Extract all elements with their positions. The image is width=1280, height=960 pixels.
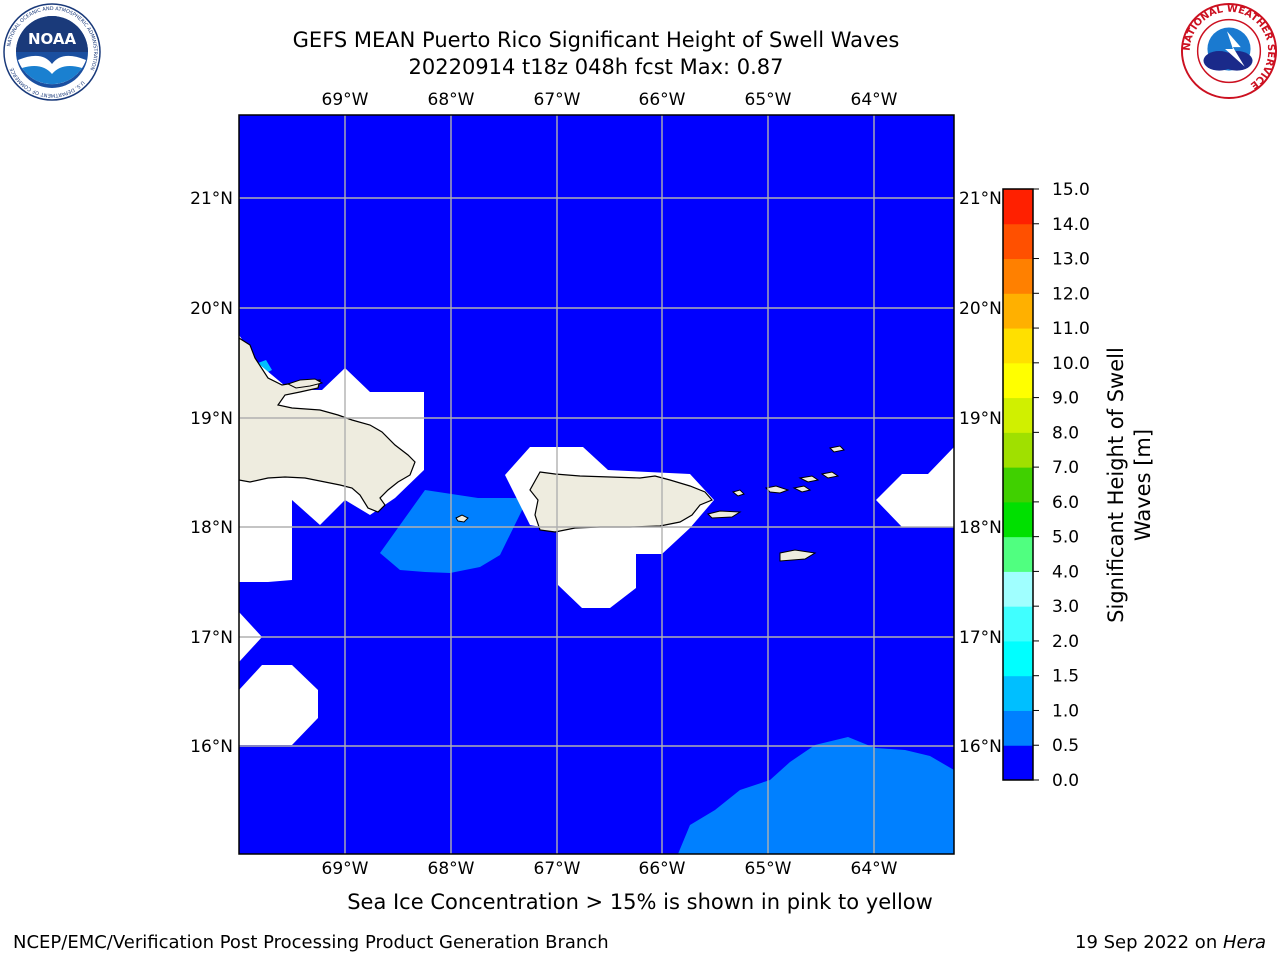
lon-label: 67°W — [534, 90, 581, 110]
lat-label: 18°N — [959, 518, 1002, 538]
colorbar-tick-label: 0.5 — [1052, 736, 1079, 756]
lat-label: 16°N — [190, 737, 233, 757]
colorbar-label-line2: Waves [m] — [1131, 429, 1155, 541]
lat-label: 17°N — [959, 628, 1002, 648]
colorbar-tick-label: 4.0 — [1052, 562, 1079, 582]
colorbar-tick-label: 7.0 — [1052, 458, 1079, 478]
lat-label: 17°N — [190, 628, 233, 648]
land-mona — [455, 514, 469, 523]
colorbar-tick-label: 11.0 — [1052, 319, 1090, 339]
noaa-logo-icon: NOAA NATIONAL OCEANIC AND ATMOSPHERIC AD… — [3, 3, 101, 101]
colorbar-bin — [1003, 293, 1033, 329]
footer-right: 19 Sep 2022 on Hera — [1075, 932, 1266, 953]
lon-label: 65°W — [745, 859, 792, 879]
land-tortuga — [286, 378, 324, 389]
colorbar-tick-label: 5.0 — [1052, 528, 1079, 548]
lon-label: 69°W — [322, 90, 369, 110]
lon-label: 66°W — [639, 90, 686, 110]
colorbar-bin — [1003, 606, 1033, 642]
colorbar-bin — [1003, 571, 1033, 607]
footer-machine: Hera — [1222, 932, 1266, 953]
lat-label: 19°N — [190, 409, 233, 429]
colorbar-tick-label: 1.0 — [1052, 701, 1079, 721]
colorbar-bin — [1003, 223, 1033, 260]
swell-region-cyan — [258, 360, 272, 374]
colorbar-bin — [1003, 710, 1033, 746]
colorbar: 0.0 0.5 1.0 1.5 2.0 3.0 4.0 5.0 6.0 7.0 8.0 9.0 10.0… — [1002, 180, 1090, 791]
land-culebra — [731, 489, 745, 497]
land-vieques — [707, 510, 742, 519]
colorbar-tick-label: 6.0 — [1052, 493, 1079, 513]
colorbar-bin — [1003, 536, 1033, 572]
colorbar-tick-label: 13.0 — [1052, 250, 1090, 270]
nws-logo-icon: NATIONAL WEATHER SERVICE — [1180, 2, 1278, 100]
land-hispaniola — [239, 337, 416, 513]
swell-region-mona — [380, 490, 528, 573]
lat-label: 16°N — [959, 737, 1002, 757]
colorbar-tick-label: 14.0 — [1052, 215, 1090, 235]
lon-label: 68°W — [428, 859, 475, 879]
land-st-croix — [779, 549, 817, 562]
colorbar-tick-label: 3.0 — [1052, 597, 1079, 617]
colorbar-tick-label: 0.0 — [1052, 771, 1079, 791]
colorbar-label-line1: Significant Height of Swell — [1104, 347, 1128, 623]
colorbar-bin — [1003, 432, 1033, 468]
colorbar-tick-label: 1.5 — [1052, 667, 1079, 687]
lat-label: 21°N — [959, 189, 1002, 209]
lat-label: 20°N — [190, 299, 233, 319]
lat-label: 18°N — [190, 518, 233, 538]
map-frame — [238, 114, 955, 855]
colorbar-tick-label: 2.0 — [1052, 632, 1079, 652]
colorbar-bin — [1003, 467, 1033, 503]
lat-label: 20°N — [959, 299, 1002, 319]
land-st-john — [792, 485, 812, 493]
colorbar-bin — [1003, 189, 1033, 225]
footer-left: NCEP/EMC/Verification Post Processing Pr… — [13, 932, 609, 953]
colorbar-bin — [1003, 328, 1033, 364]
colorbar-tick-label: 10.0 — [1052, 354, 1090, 374]
lon-label: 64°W — [851, 90, 898, 110]
nodata-southwest — [239, 665, 318, 745]
lat-label: 21°N — [190, 189, 233, 209]
colorbar-bin — [1003, 258, 1033, 294]
land-bvi — [820, 471, 840, 479]
colorbar-tick-label: 8.0 — [1052, 423, 1079, 443]
map-area — [239, 115, 954, 854]
caption: Sea Ice Concentration > 15% is shown in … — [347, 890, 933, 914]
land-anegada — [828, 445, 846, 453]
colorbar-bin — [1003, 362, 1033, 399]
lon-label: 69°W — [322, 859, 369, 879]
lat-labels-right: 21°N 20°N 19°N 18°N 17°N 16°N — [959, 189, 1002, 757]
colorbar-bin — [1003, 640, 1033, 677]
colorbar-frame — [1002, 188, 1034, 781]
noaa-logo-text: NOAA — [28, 30, 77, 48]
lon-labels-bottom: 69°W 68°W 67°W 66°W 65°W 64°W — [322, 859, 898, 879]
lat-labels-left: 21°N 20°N 19°N 18°N 17°N 16°N — [190, 189, 233, 757]
colorbar-tick-label: 15.0 — [1052, 180, 1090, 200]
nodata-east — [876, 447, 954, 527]
land-tortola — [798, 475, 820, 483]
colorbar-bin — [1003, 397, 1033, 433]
lon-label: 67°W — [534, 859, 581, 879]
lon-label: 64°W — [851, 859, 898, 879]
land-puerto-rico — [529, 471, 714, 533]
footer-date: 19 Sep 2022 on — [1075, 932, 1223, 953]
lat-label: 19°N — [959, 409, 1002, 429]
colorbar-bin — [1003, 675, 1033, 711]
colorbar-bin — [1003, 745, 1033, 781]
lon-label: 68°W — [428, 90, 475, 110]
land-st-thomas — [764, 485, 790, 494]
swell-region-south — [678, 737, 954, 854]
lon-label: 65°W — [745, 90, 792, 110]
chart-subtitle: 20220914 t18z 048h fcst Max: 0.87 — [408, 55, 784, 79]
colorbar-tick-label: 9.0 — [1052, 389, 1079, 409]
lon-labels-top: 69°W 68°W 67°W 66°W 65°W 64°W — [322, 90, 898, 110]
colorbar-bin — [1003, 501, 1033, 538]
chart-title: GEFS MEAN Puerto Rico Significant Height… — [292, 28, 900, 52]
colorbar-tick-label: 12.0 — [1052, 284, 1090, 304]
lon-label: 66°W — [639, 859, 686, 879]
grid — [239, 115, 954, 854]
